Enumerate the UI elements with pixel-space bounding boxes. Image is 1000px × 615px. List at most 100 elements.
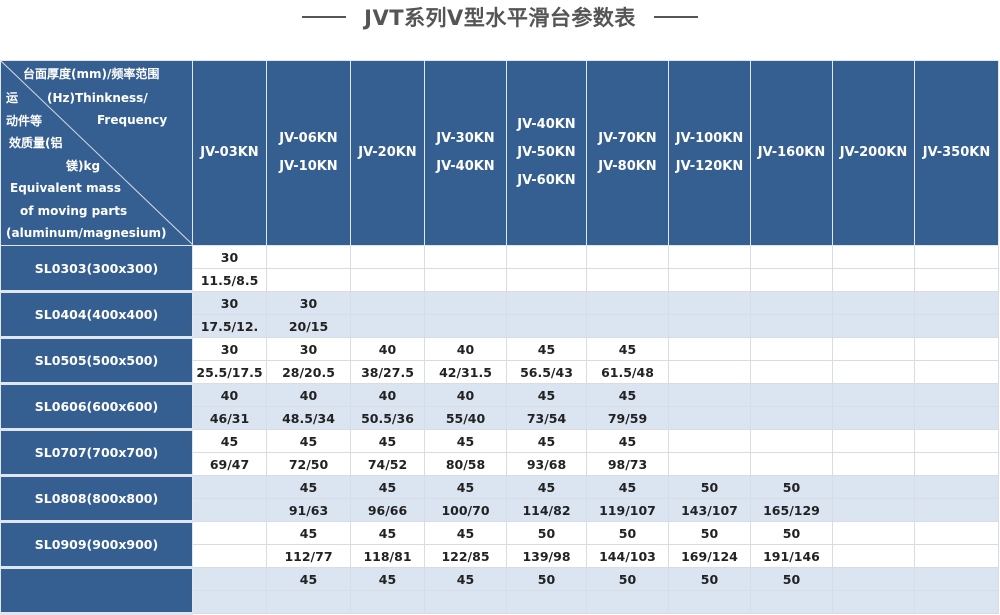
mass-cell [192, 498, 267, 522]
column-header: JV-200KN [832, 60, 915, 246]
title-text: JVT系列V型水平滑台参数表 [364, 6, 636, 30]
row-label: SL0707(700x700) [0, 429, 193, 477]
thickness-cell [832, 245, 915, 269]
thickness-cell [668, 245, 751, 269]
mass-cell: 79/59 [586, 406, 669, 430]
corner-top-line: (Hz)Thinkness/ [47, 91, 148, 105]
mass-cell [832, 452, 915, 476]
thickness-cell [914, 521, 999, 545]
thickness-cell: 45 [266, 475, 351, 499]
mass-cell [586, 314, 669, 338]
mass-cell [668, 452, 751, 476]
column-header: JV-100KN JV-120KN [668, 60, 751, 246]
thickness-cell: 45 [424, 429, 507, 453]
corner-left-line: 镁)kg [66, 158, 101, 173]
diagonal-divider [1, 61, 193, 245]
mass-cell: 74/52 [350, 452, 425, 476]
corner-header: 台面厚度(mm)/频率范围 (Hz)Thinkness/ Frequency 运… [0, 60, 193, 246]
thickness-cell [832, 521, 915, 545]
mass-cell: 50.5/36 [350, 406, 425, 430]
thickness-cell: 45 [586, 383, 669, 407]
mass-cell [914, 360, 999, 384]
thickness-cell: 50 [668, 475, 751, 499]
corner-left-line: 动件等 [6, 113, 43, 128]
row-label: SL0808(800x800) [0, 475, 193, 523]
row-label: SL0404(400x400) [0, 291, 193, 339]
thickness-cell [506, 291, 587, 315]
mass-cell [668, 314, 751, 338]
corner-left-line: of moving parts [20, 203, 128, 218]
corner-left-line: 效质量(铝 [9, 136, 63, 150]
thickness-cell: 40 [266, 383, 351, 407]
mass-cell [750, 406, 833, 430]
mass-cell: 20/15 [266, 314, 351, 338]
thickness-cell [668, 337, 751, 361]
thickness-cell [914, 429, 999, 453]
mass-cell [914, 452, 999, 476]
thickness-cell [506, 245, 587, 269]
thickness-cell [192, 521, 267, 545]
mass-cell [350, 314, 425, 338]
thickness-cell: 45 [266, 429, 351, 453]
thickness-cell: 45 [424, 475, 507, 499]
mass-cell [668, 268, 751, 292]
column-header: JV-40KN JV-50KN JV-60KN [506, 60, 587, 246]
corner-top-line: Frequency [97, 113, 168, 127]
table-row: SL0606(600x600) 40 40 40 40 45 45 [0, 383, 999, 431]
mass-cell: 42/31.5 [424, 360, 507, 384]
thickness-cell [586, 245, 669, 269]
mass-cell [586, 268, 669, 292]
thickness-cell: 45 [506, 429, 587, 453]
mass-cell: 72/50 [266, 452, 351, 476]
column-header: JV-160KN [750, 60, 833, 246]
thickness-cell [350, 245, 425, 269]
mass-cell [750, 314, 833, 338]
model-name: JV-160KN [757, 145, 826, 160]
mass-cell [350, 590, 425, 614]
thickness-cell: 40 [424, 383, 507, 407]
thickness-cell: 50 [750, 475, 833, 499]
mass-cell: 114/82 [506, 498, 587, 522]
thickness-cell: 50 [506, 521, 587, 545]
model-name: JV-70KN [598, 131, 657, 146]
thickness-cell: 50 [586, 567, 669, 591]
thickness-cell: 45 [350, 521, 425, 545]
mass-cell: 191/146 [750, 544, 833, 568]
mass-cell [914, 544, 999, 568]
corner-left-text: 运动件等 效质量(铝 镁)kg Equivalent mass of moving pa… [6, 87, 167, 245]
thickness-cell: 40 [350, 337, 425, 361]
mass-cell: 165/129 [750, 498, 833, 522]
thickness-cell [668, 383, 751, 407]
thickness-cell [832, 475, 915, 499]
table-row: SL0505(500x500) 30 30 40 40 45 45 [0, 337, 999, 385]
mass-cell: 28/20.5 [266, 360, 351, 384]
mass-cell [832, 590, 915, 614]
thickness-cell: 45 [586, 475, 669, 499]
model-name: JV-10KN [279, 159, 338, 174]
mass-cell: 139/98 [506, 544, 587, 568]
thickness-cell [750, 245, 833, 269]
thickness-cell [914, 383, 999, 407]
mass-cell [266, 590, 351, 614]
mass-cell: 144/103 [586, 544, 669, 568]
mass-cell [832, 268, 915, 292]
model-name: JV-30KN [436, 131, 495, 146]
model-name: JV-200KN [839, 145, 908, 160]
corner-left-line: 运 [6, 91, 19, 105]
mass-cell [586, 590, 669, 614]
row-label [0, 567, 193, 615]
thickness-cell: 45 [350, 475, 425, 499]
thickness-cell [914, 291, 999, 315]
corner-left-line: (aluminum/magnesium) [6, 226, 167, 240]
table-row: SL0808(800x800) 45 45 45 45 45 50 50 [0, 475, 999, 523]
thickness-cell [832, 567, 915, 591]
column-header: JV-30KN JV-40KN [424, 60, 507, 246]
mass-cell [424, 590, 507, 614]
table-row: SL0303(300x300) 30 [0, 245, 999, 293]
thickness-cell: 45 [586, 429, 669, 453]
thickness-cell: 45 [506, 475, 587, 499]
model-name: JV-40KN [517, 117, 576, 132]
table-row: SL0707(700x700) 45 45 45 45 45 45 [0, 429, 999, 477]
mass-cell: 48.5/34 [266, 406, 351, 430]
mass-cell [192, 590, 267, 614]
